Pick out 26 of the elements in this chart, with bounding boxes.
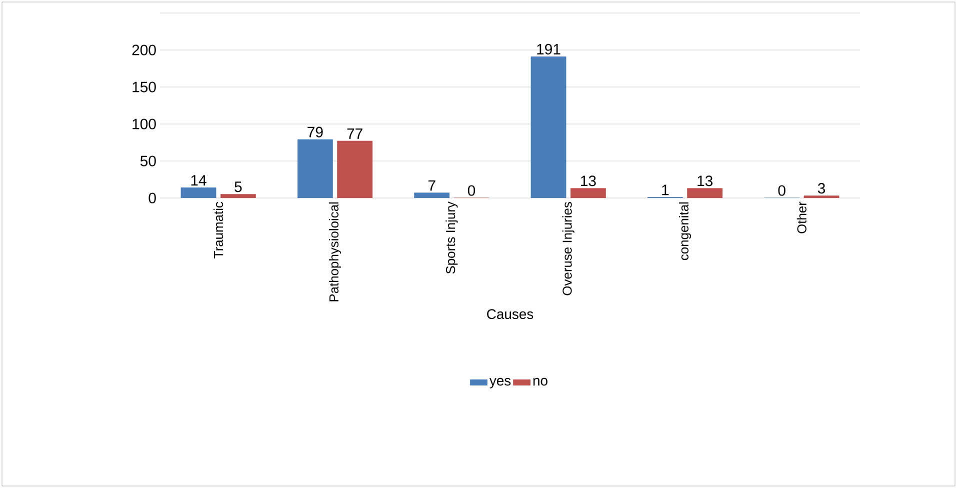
- x-tick-label: Other: [796, 202, 806, 234]
- x-tick-label: congenital: [678, 202, 692, 260]
- x-tick-label: Traumatic: [214, 202, 224, 258]
- legend-label: yes: [489, 378, 511, 388]
- legend-label: no: [533, 378, 548, 386]
- data-label: 13: [581, 176, 596, 186]
- y-tick-label: 0: [148, 192, 156, 204]
- x-tick-label: Overuse Injuries: [562, 202, 574, 296]
- data-label: 191: [537, 44, 560, 54]
- y-tick-label: 100: [132, 118, 156, 130]
- data-label: 1: [662, 184, 669, 196]
- data-label: 13: [698, 176, 712, 186]
- x-tick-label: Sports Injury: [446, 202, 458, 274]
- x-tick-label: Pathophysioloical: [328, 202, 342, 302]
- y-tick-label: 150: [132, 82, 156, 92]
- data-label: 79: [308, 126, 323, 138]
- data-label: 3: [818, 183, 826, 194]
- data-label: 14: [191, 175, 206, 186]
- data-label: 77: [347, 128, 362, 139]
- y-tick-label: 200: [132, 44, 156, 56]
- data-label: 0: [778, 185, 786, 196]
- data-label: 7: [428, 180, 436, 191]
- data-label: 0: [468, 185, 476, 196]
- y-tick-label: 50: [140, 156, 156, 166]
- x-axis-title: Causes: [487, 309, 534, 320]
- data-label: 5: [234, 182, 242, 192]
